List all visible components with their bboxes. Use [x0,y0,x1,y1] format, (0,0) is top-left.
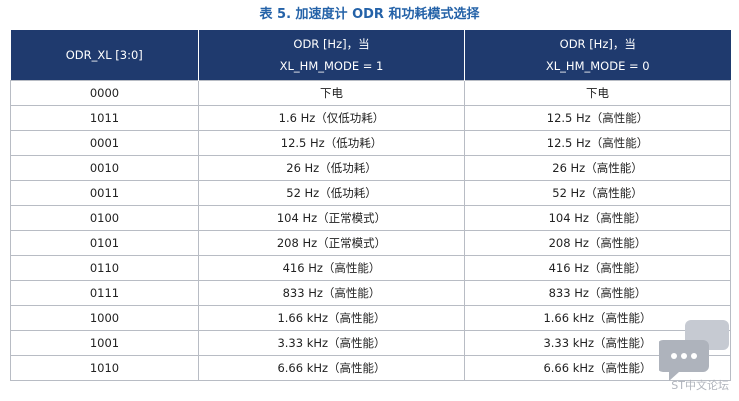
table-title: 表 5. 加速度计 ODR 和功耗模式选择 [259,7,480,22]
odr-table: ODR_XL [3:0] ODR [Hz]，当 XL_HM_MODE = 1 ODR … [10,30,731,381]
watermark-text: ST中文论坛 [671,379,729,392]
table-cell: 52 Hz（高性能） [464,180,731,206]
table-row: 1011 1.6 Hz（仅低功耗） 12.5 Hz（高性能） [10,105,731,131]
table-cell: 26 Hz（低功耗） [198,155,465,181]
table-cell: 26 Hz（高性能） [464,155,731,181]
table-cell: 104 Hz（正常模式） [198,205,465,231]
watermark-icon [659,320,729,381]
table-cell: 0111 [10,280,199,306]
table-cell: 833 Hz（高性能） [198,280,465,306]
table-cell: 1001 [10,330,199,356]
table-body: 0000 下电 下电 1011 1.6 Hz（仅低功耗） 12.5 Hz（高性能） 0001… [10,80,731,381]
table-cell: 0001 [10,130,199,156]
column-header-line: XL_HM_MODE = 0 [545,59,650,73]
table-cell: 0011 [10,180,199,206]
table-row: 0100 104 Hz（正常模式） 104 Hz（高性能） [10,205,731,231]
table-cell: 0110 [10,255,199,281]
table-cell: 0000 [10,80,199,106]
table-cell: 416 Hz（高性能） [198,255,465,281]
column-header: ODR [Hz]，当 XL_HM_MODE = 1 [198,30,465,81]
table-cell: 下电 [198,80,465,106]
table-cell: 0101 [10,230,199,256]
table-cell: 1000 [10,305,199,331]
table-row: 0011 52 Hz（低功耗） 52 Hz（高性能） [10,180,731,206]
column-header-line: ODR [Hz]，当 [559,37,636,51]
table-row: 0111 833 Hz（高性能） 833 Hz（高性能） [10,280,731,306]
table-row: 1000 1.66 kHz（高性能） 1.66 kHz（高性能） [10,305,731,331]
table-cell: 1011 [10,105,199,131]
table-row: 1010 6.66 kHz（高性能） 6.66 kHz（高性能） [10,355,731,381]
table-row: 1001 3.33 kHz（高性能） 3.33 kHz（高性能） [10,330,731,356]
table-row: 0101 208 Hz（正常模式） 208 Hz（高性能） [10,230,731,256]
table-row: 0000 下电 下电 [10,80,731,106]
column-header-line: ODR [Hz]，当 [293,37,370,51]
table-row: 0010 26 Hz（低功耗） 26 Hz（高性能） [10,155,731,181]
table-cell: 12.5 Hz（高性能） [464,105,731,131]
table-cell: 208 Hz（高性能） [464,230,731,256]
table-cell: 3.33 kHz（高性能） [198,330,465,356]
column-header: ODR [Hz]，当 XL_HM_MODE = 0 [464,30,731,81]
table-cell: 12.5 Hz（高性能） [464,130,731,156]
table-row: 0001 12.5 Hz（低功耗） 12.5 Hz（高性能） [10,130,731,156]
table-cell: 104 Hz（高性能） [464,205,731,231]
table-row: 0110 416 Hz（高性能） 416 Hz（高性能） [10,255,731,281]
column-header-line: XL_HM_MODE = 1 [279,59,384,73]
table-cell: 0100 [10,205,199,231]
table-cell: 0010 [10,155,199,181]
table-cell: 52 Hz（低功耗） [198,180,465,206]
table-cell: 6.66 kHz（高性能） [198,355,465,381]
column-header-line: ODR_XL [3:0] [65,48,143,62]
table-cell: 833 Hz（高性能） [464,280,731,306]
column-header: ODR_XL [3:0] [10,30,199,81]
table-cell: 1.66 kHz（高性能） [198,305,465,331]
table-cell: 416 Hz（高性能） [464,255,731,281]
table-cell: 下电 [464,80,731,106]
table-cell: 1010 [10,355,199,381]
table-cell: 1.6 Hz（仅低功耗） [198,105,465,131]
header-row: ODR_XL [3:0] ODR [Hz]，当 XL_HM_MODE = 1 ODR … [10,30,731,81]
table-cell: 12.5 Hz（低功耗） [198,130,465,156]
table-cell: 208 Hz（正常模式） [198,230,465,256]
